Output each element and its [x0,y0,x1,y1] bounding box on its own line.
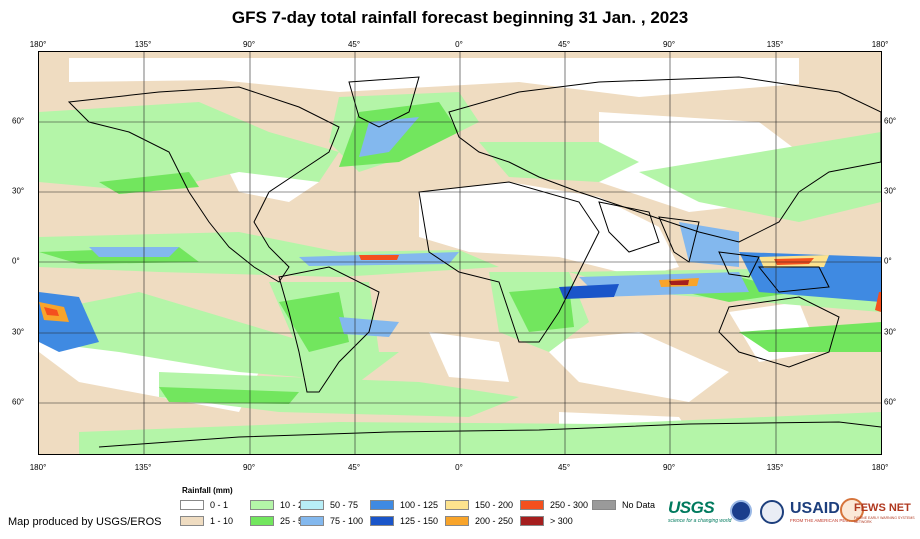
legend-item: 1 - 10 [180,516,280,526]
lat-label-right: 0° [884,256,892,266]
legend-label: 0 - 1 [210,500,229,510]
legend-label: 1 - 10 [210,516,234,526]
lon-label-top: 45° [347,40,361,49]
legend-label: 100 - 125 [400,500,439,510]
legend-label: 150 - 200 [475,500,514,510]
heavy-rain-bands [39,117,881,352]
legend-swatch [592,500,616,510]
lat-label-right: 30° [884,327,897,337]
legend-item: 25 - 50 [250,516,350,526]
lon-label-bottom: 0° [455,463,463,472]
lon-label-bottom: 45° [347,463,361,472]
legend-item: No Data [592,500,692,510]
lon-label-bottom: 135° [766,463,784,472]
legend-item: 125 - 150 [370,516,470,526]
legend-label: 250 - 300 [550,500,589,510]
legend-item: 250 - 300 [520,500,620,510]
lon-label-bottom: 180° [29,463,47,472]
partner-logos: USGS science for a changing world USAID … [668,496,916,532]
legend-item: 100 - 125 [370,500,470,510]
usaid-logo: USAID [790,500,840,517]
rainfall-map-canvas [39,52,881,454]
legend-label: > 300 [550,516,573,526]
legend-swatch [520,516,544,526]
legend-swatch [445,500,469,510]
lon-label-top: 135° [766,40,784,49]
usgs-tagline: science for a changing world [668,518,732,524]
legend-swatch [300,516,324,526]
legend-label: 200 - 250 [475,516,514,526]
lon-label-bottom: 90° [242,463,256,472]
legend-swatch [370,516,394,526]
fews-globe-icon [840,498,864,522]
lon-label-bottom: 90° [662,463,676,472]
legend-item: > 300 [520,516,620,526]
rainfall-map [38,51,882,455]
lon-label-top: 90° [242,40,256,49]
legend-item: 10 - 25 [250,500,350,510]
lon-label-bottom: 180° [871,463,889,472]
legend-label: 50 - 75 [330,500,359,510]
legend-label: 75 - 100 [330,516,364,526]
lat-label-right: 60° [884,116,897,126]
lat-label-left: 60° [12,116,25,126]
coastlines [67,76,881,448]
lat-label-right: 30° [884,186,897,196]
lon-label-bottom: 45° [557,463,571,472]
legend-label: 10 - 25 [280,500,309,510]
lon-label-top: 135° [134,40,152,49]
lat-label-left: 60° [12,397,25,407]
lat-label-right: 60° [884,397,897,407]
usaid-seal-icon [760,500,784,524]
legend-swatch [250,516,274,526]
lat-label-left: 30° [12,327,25,337]
lon-label-top: 180° [29,40,47,49]
lon-label-top: 180° [871,40,889,49]
legend-label: 125 - 150 [400,516,439,526]
legend-swatch [445,516,469,526]
legend-item: 50 - 75 [300,500,400,510]
legend-item: 75 - 100 [300,516,400,526]
legend-swatch [180,516,204,526]
legend-title: Rainfall (mm) [182,486,233,495]
noaa-logo-icon [730,500,752,522]
graticule [39,52,881,454]
legend-item: 150 - 200 [445,500,545,510]
usaid-tagline: FROM THE AMERICAN PEOPLE [790,518,858,523]
lon-label-top: 0° [455,40,463,49]
lon-label-top: 45° [557,40,571,49]
legend-swatch [180,500,204,510]
lon-label-bottom: 135° [134,463,152,472]
legend-swatch [370,500,394,510]
legend-item: 200 - 250 [445,516,545,526]
lon-label-top: 90° [662,40,676,49]
legend-label: No Data [622,500,656,510]
legend-swatch [520,500,544,510]
lat-label-left: 30° [12,186,25,196]
legend-label: 25 - 50 [280,516,309,526]
map-title: GFS 7-day total rainfall forecast beginn… [231,8,689,27]
legend-swatch [300,500,324,510]
fews-net-logo: FEWS NET [854,502,911,514]
extreme-rain-spots [39,255,881,322]
legend-item: 0 - 1 [180,500,280,510]
lat-label-left: 0° [12,256,20,266]
usgs-logo: USGS [668,498,715,517]
fews-net-tagline: FAMINE EARLY WARNING SYSTEMS NETWORK [854,516,915,524]
legend-swatch [250,500,274,510]
credit-text: Map produced by USGS/EROS [8,516,162,528]
